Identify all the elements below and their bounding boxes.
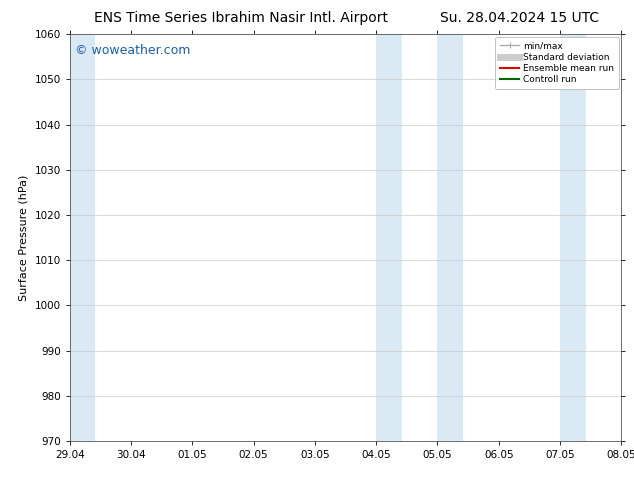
- Legend: min/max, Standard deviation, Ensemble mean run, Controll run: min/max, Standard deviation, Ensemble me…: [495, 37, 619, 89]
- Bar: [70, 34, 96, 441]
- Y-axis label: Surface Pressure (hPa): Surface Pressure (hPa): [19, 174, 29, 301]
- Text: Su. 28.04.2024 15 UTC: Su. 28.04.2024 15 UTC: [441, 11, 599, 25]
- Text: © woweather.com: © woweather.com: [75, 45, 191, 57]
- Bar: [560, 34, 586, 441]
- Bar: [376, 34, 402, 441]
- Text: ENS Time Series Ibrahim Nasir Intl. Airport: ENS Time Series Ibrahim Nasir Intl. Airp…: [94, 11, 388, 25]
- Bar: [437, 34, 463, 441]
- Bar: [621, 34, 634, 441]
